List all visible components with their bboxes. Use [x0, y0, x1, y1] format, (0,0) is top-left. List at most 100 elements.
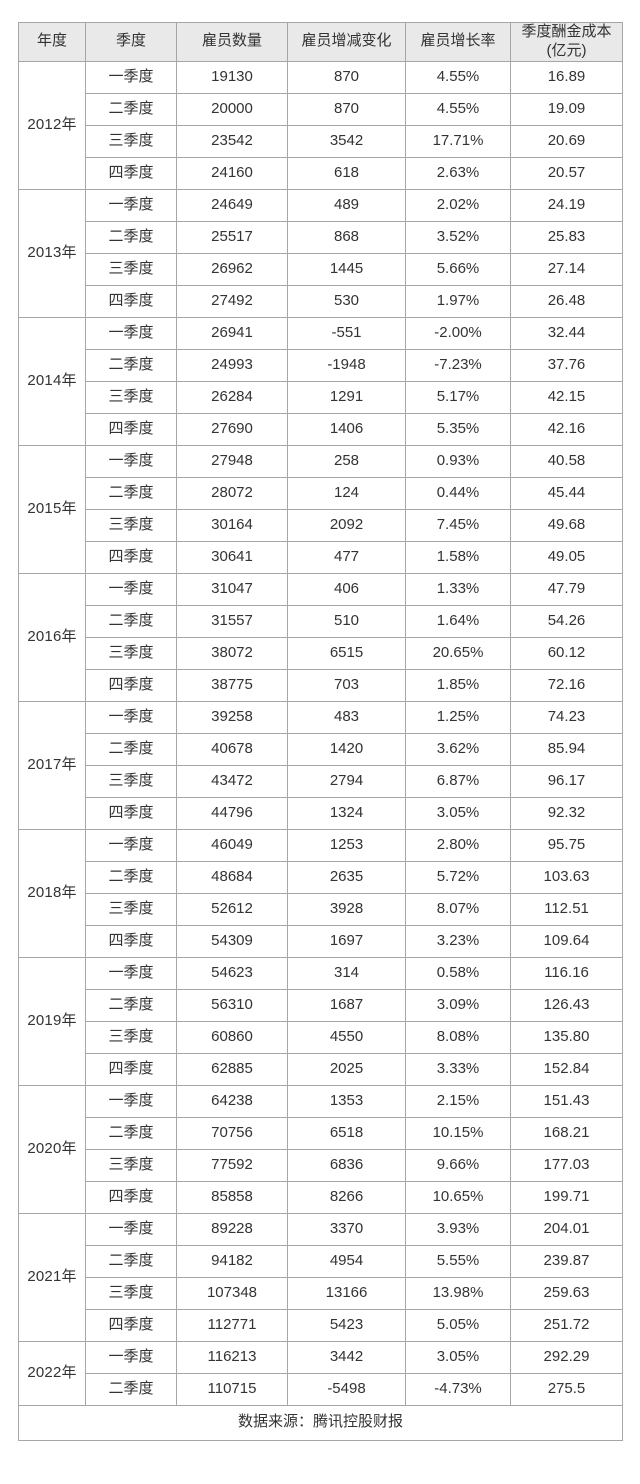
employee-count-cell: 46049 [176, 828, 288, 862]
employee-change-cell: 2794 [287, 764, 406, 798]
growth-rate-cell: 2.63% [405, 156, 511, 190]
employee-change-cell: 1291 [287, 380, 406, 414]
quarterly-cost-cell: 24.19 [510, 188, 623, 222]
quarter-cell: 一季度 [85, 828, 177, 862]
employee-count-cell: 23542 [176, 124, 288, 158]
growth-rate-cell: 2.02% [405, 188, 511, 222]
growth-rate-cell: 2.15% [405, 1084, 511, 1118]
quarter-cell: 一季度 [85, 700, 177, 734]
quarter-cell: 一季度 [85, 1212, 177, 1246]
employee-change-cell: 489 [287, 188, 406, 222]
employee-count-cell: 38775 [176, 668, 288, 702]
employee-change-cell: 477 [287, 540, 406, 574]
quarter-cell: 二季度 [85, 1116, 177, 1150]
quarterly-cost-cell: 42.16 [510, 412, 623, 446]
employee-change-cell: 1324 [287, 796, 406, 830]
growth-rate-cell: 8.08% [405, 1020, 511, 1054]
quarterly-cost-cell: 32.44 [510, 316, 623, 350]
table-row: 四季度 54309 1697 3.23% 109.64 [19, 924, 623, 958]
table-row: 三季度 26962 1445 5.66% 27.14 [19, 252, 623, 286]
quarterly-cost-cell: 168.21 [510, 1116, 623, 1150]
quarter-cell: 三季度 [85, 124, 177, 158]
growth-rate-cell: 0.58% [405, 956, 511, 990]
employee-change-cell: 510 [287, 604, 406, 638]
quarter-cell: 二季度 [85, 732, 177, 766]
employee-count-cell: 25517 [176, 220, 288, 254]
growth-rate-cell: 10.15% [405, 1116, 511, 1150]
quarter-cell: 二季度 [85, 348, 177, 382]
tencent-employee-table: 年度 季度 雇员数量 雇员增减变化 雇员增长率 季度酬金成本 (亿元) 2012… [18, 22, 623, 1441]
quarterly-cost-cell: 60.12 [510, 636, 623, 670]
employee-change-cell: 1253 [287, 828, 406, 862]
quarterly-cost-cell: 37.76 [510, 348, 623, 382]
employee-count-cell: 27948 [176, 444, 288, 478]
table-row: 四季度 27690 1406 5.35% 42.16 [19, 412, 623, 446]
quarter-cell: 三季度 [85, 1276, 177, 1310]
quarter-cell: 三季度 [85, 380, 177, 414]
quarter-cell: 三季度 [85, 508, 177, 542]
quarter-cell: 四季度 [85, 412, 177, 446]
growth-rate-cell: 3.23% [405, 924, 511, 958]
growth-rate-cell: 5.72% [405, 860, 511, 894]
employee-count-cell: 28072 [176, 476, 288, 510]
growth-rate-cell: 3.05% [405, 796, 511, 830]
employee-count-cell: 52612 [176, 892, 288, 926]
quarterly-cost-cell: 177.03 [510, 1148, 623, 1182]
table-row: 2017年 一季度 39258 483 1.25% 74.23 [18, 700, 623, 830]
quarter-cell: 一季度 [85, 1340, 177, 1374]
quarterly-cost-cell: 135.80 [510, 1020, 623, 1054]
growth-rate-cell: 13.98% [405, 1276, 511, 1310]
quarterly-cost-cell: 49.05 [510, 540, 623, 574]
employee-change-cell: 258 [287, 444, 406, 478]
employee-change-cell: 2092 [287, 508, 406, 542]
table-row: 2021年 一季度 89228 3370 3.93% 204.01 [18, 1212, 623, 1342]
quarterly-cost-cell: 292.29 [510, 1340, 623, 1374]
table-row: 三季度 30164 2092 7.45% 49.68 [19, 508, 623, 542]
quarterly-cost-cell: 26.48 [510, 284, 623, 318]
growth-rate-cell: 10.65% [405, 1180, 511, 1214]
growth-rate-cell: 4.55% [405, 60, 511, 94]
growth-rate-cell: 3.93% [405, 1212, 511, 1246]
quarterly-cost-cell: 251.72 [510, 1308, 623, 1342]
employee-count-cell: 54623 [176, 956, 288, 990]
quarter-cell: 一季度 [85, 316, 177, 350]
table-row: 四季度 24160 618 2.63% 20.57 [19, 156, 623, 190]
quarter-cell: 一季度 [85, 60, 177, 94]
quarterly-cost-cell: 42.15 [510, 380, 623, 414]
employee-count-cell: 89228 [176, 1212, 288, 1246]
employee-change-cell: 3370 [287, 1212, 406, 1246]
quarter-cell: 二季度 [85, 1372, 177, 1406]
growth-rate-cell: 1.97% [405, 284, 511, 318]
year-cell: 2012年 [18, 60, 86, 190]
quarterly-cost-cell: 152.84 [510, 1052, 623, 1086]
quarter-cell: 二季度 [85, 860, 177, 894]
quarterly-cost-cell: 259.63 [510, 1276, 623, 1310]
year-cell: 2014年 [18, 316, 86, 446]
table-row: 三季度 107348 13166 13.98% 259.63 [19, 1276, 623, 1310]
table-row: 2022年 一季度 116213 3442 3.05% 292.29 [18, 1340, 623, 1406]
employee-change-cell: 3542 [287, 124, 406, 158]
table-row: 二季度 70756 6518 10.15% 168.21 [19, 1116, 623, 1150]
employee-count-cell: 77592 [176, 1148, 288, 1182]
employee-change-cell: 1687 [287, 988, 406, 1022]
table-row: 2014年 一季度 26941 -551 -2.00% 32.44 [18, 316, 623, 446]
quarterly-cost-cell: 49.68 [510, 508, 623, 542]
quarter-cell: 三季度 [85, 636, 177, 670]
employee-count-cell: 70756 [176, 1116, 288, 1150]
growth-rate-cell: 6.87% [405, 764, 511, 798]
employee-change-cell: 6836 [287, 1148, 406, 1182]
quarterly-cost-cell: 40.58 [510, 444, 623, 478]
employee-change-cell: 3442 [287, 1340, 406, 1374]
employee-change-cell: 1420 [287, 732, 406, 766]
header-employee-change: 雇员增减变化 [287, 22, 406, 62]
table-row: 三季度 60860 4550 8.08% 135.80 [19, 1020, 623, 1054]
quarter-cell: 四季度 [85, 540, 177, 574]
employee-change-cell: 2025 [287, 1052, 406, 1086]
growth-rate-cell: 1.58% [405, 540, 511, 574]
employee-count-cell: 30641 [176, 540, 288, 574]
quarterly-cost-cell: 20.57 [510, 156, 623, 190]
table-body: 2012年 一季度 19130 870 4.55% 16.89 二季度 20000 870 4.5… [18, 60, 623, 1406]
growth-rate-cell: -7.23% [405, 348, 511, 382]
growth-rate-cell: 5.35% [405, 412, 511, 446]
